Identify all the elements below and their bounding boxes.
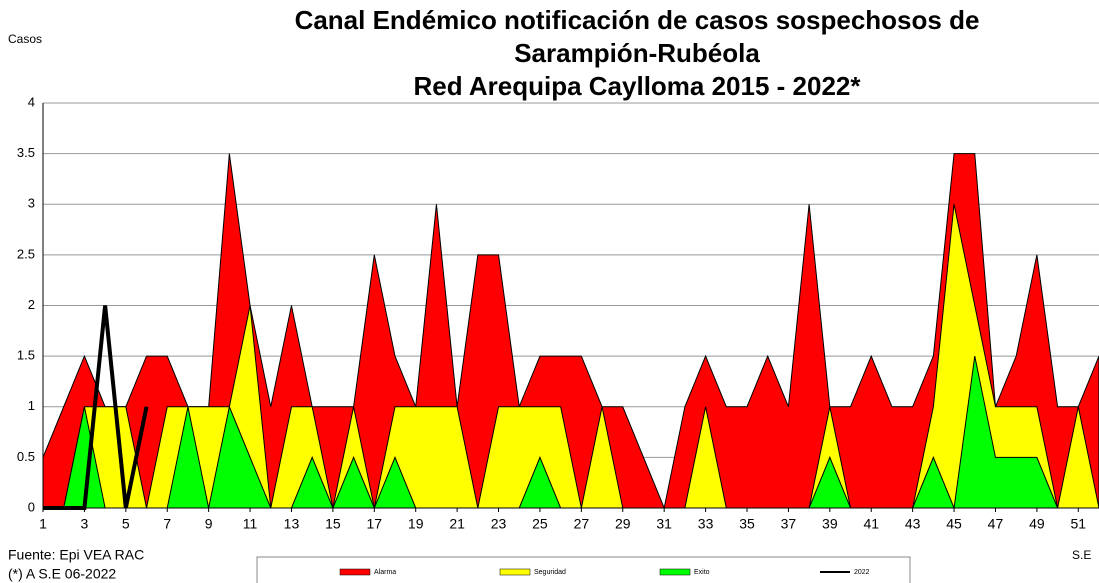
x-tick-label: 9 bbox=[205, 516, 213, 532]
y-tick-label: 4 bbox=[28, 94, 35, 109]
y-tick-label: 3 bbox=[28, 196, 35, 211]
x-tick-label: 31 bbox=[656, 516, 672, 532]
chart-title: Canal Endémico notificación de casos sos… bbox=[295, 5, 980, 35]
x-tick-label: 5 bbox=[122, 516, 130, 532]
legend-swatch bbox=[339, 568, 371, 576]
y-tick-label: 0.5 bbox=[17, 449, 35, 464]
x-tick-label: 47 bbox=[988, 516, 1004, 532]
note: (*) A S.E 06-2022 bbox=[8, 566, 116, 582]
x-tick-label: 13 bbox=[284, 516, 300, 532]
x-tick-label: 19 bbox=[408, 516, 424, 532]
chart-subtitle: Sarampión-Rubéola bbox=[514, 38, 760, 68]
y-tick-label: 0 bbox=[28, 499, 35, 514]
x-tick-label: 49 bbox=[1029, 516, 1045, 532]
x-tick-label: 11 bbox=[243, 516, 258, 532]
x-tick-label: 51 bbox=[1071, 516, 1087, 532]
legend-swatch bbox=[499, 568, 531, 576]
y-tick-label: 1 bbox=[28, 398, 35, 413]
y-axis-label: Casos bbox=[8, 32, 42, 46]
x-tick-label: 45 bbox=[946, 516, 962, 532]
legend-label: Alarma bbox=[374, 569, 396, 576]
x-tick-label: 21 bbox=[449, 516, 465, 532]
x-tick-label: 25 bbox=[532, 516, 548, 532]
x-tick-label: 3 bbox=[81, 516, 89, 532]
legend-swatch bbox=[659, 568, 691, 576]
x-tick-label: 39 bbox=[822, 516, 838, 532]
x-tick-label: 41 bbox=[863, 516, 879, 532]
legend-label: 2022 bbox=[854, 569, 870, 576]
x-tick-label: 15 bbox=[325, 516, 341, 532]
x-tick-label: 35 bbox=[739, 516, 755, 532]
y-tick-label: 3.5 bbox=[17, 145, 35, 160]
y-tick-label: 2 bbox=[28, 297, 35, 312]
x-tick-label: 7 bbox=[163, 516, 171, 532]
y-tick-label: 1.5 bbox=[17, 348, 35, 363]
x-tick-label: 29 bbox=[615, 516, 631, 532]
x-tick-label: 23 bbox=[491, 516, 507, 532]
chart-subtitle: Red Arequipa Caylloma 2015 - 2022* bbox=[413, 71, 861, 101]
line bbox=[43, 305, 149, 510]
legend-label: Exito bbox=[694, 569, 710, 576]
x-tick-label: 27 bbox=[574, 516, 590, 532]
legend-label: Seguridad bbox=[534, 569, 566, 576]
x-tick-label: 1 bbox=[39, 516, 47, 532]
y-tick-label: 2.5 bbox=[17, 246, 35, 261]
x-tick-label: 43 bbox=[905, 516, 921, 532]
x-tick-label: 17 bbox=[367, 516, 383, 532]
x-tick-label: 33 bbox=[698, 516, 714, 532]
x-axis-label: S.E bbox=[1072, 548, 1091, 562]
x-tick-label: 37 bbox=[781, 516, 797, 532]
source: Fuente: Epi VEA RAC bbox=[8, 547, 144, 563]
